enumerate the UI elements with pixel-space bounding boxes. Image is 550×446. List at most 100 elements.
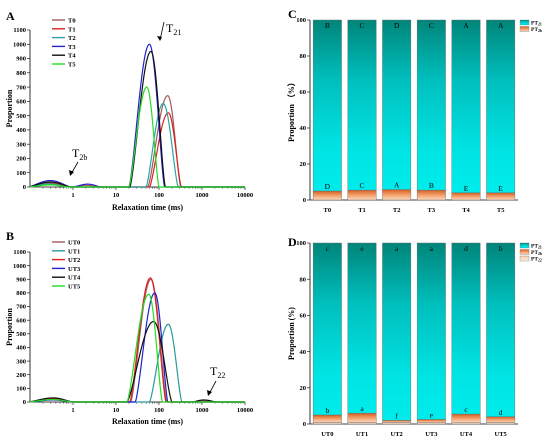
x-tick-label: UT4 [460, 431, 473, 438]
legend-label: T0 [68, 18, 76, 25]
annotation-t22: T22 [207, 364, 225, 396]
y-tick-label: 20 [300, 385, 307, 392]
panel-letter-a: A [6, 9, 15, 23]
y-tick-label: 0 [303, 421, 306, 428]
y-tick-label: 60 [300, 313, 307, 320]
chart-panel-a: 0 100 200 300 400 500 600 700 800 900 1000 1100 1 10 1… [5, 18, 253, 213]
significance-letter: E [464, 184, 469, 193]
y-tick-label: 800 [16, 290, 26, 297]
bar-segment-pt22 [486, 422, 516, 425]
bar-segment-pt2b [382, 189, 412, 201]
bar-segment-pt2b [347, 412, 377, 423]
y-tick-label: 0 [303, 197, 306, 204]
bar-segment-pt21 [451, 242, 481, 415]
series-line-ut5 [29, 293, 246, 403]
significance-letter: b [499, 244, 503, 253]
x-tick-label: 10 [113, 407, 120, 414]
y-tick-label: 200 [16, 372, 26, 379]
panel-letter-b: B [6, 229, 14, 243]
legend-label: PT21 [531, 21, 542, 27]
bar-segment-pt2b [486, 416, 516, 423]
chart-panel-b: 0 100 200 300 400 500 600 700 800 900 1000 1100 1 10 1… [5, 240, 253, 427]
x-tick-label: 1000 [196, 192, 209, 199]
y-axis-title: Proportion （%） [286, 78, 296, 142]
legend-label: T1 [68, 26, 76, 33]
series-line-t5 [29, 86, 246, 188]
bar-segment-pt21 [347, 242, 377, 414]
y-tick-label: 900 [16, 276, 26, 283]
bar-segment-pt2b [451, 413, 481, 423]
significance-letter: C [429, 21, 434, 30]
series-line-t3 [29, 43, 246, 188]
bar-segment-pt22 [382, 422, 412, 425]
significance-letter: D [394, 21, 400, 30]
legend-label: UT4 [68, 275, 81, 282]
y-tick-label: 900 [16, 56, 26, 63]
legend-label: UT3 [68, 266, 81, 273]
x-tick-label: T4 [462, 207, 470, 214]
y-tick-label: 40 [300, 349, 307, 356]
legend-label: T3 [68, 44, 76, 51]
x-tick-label: 100 [154, 407, 164, 414]
y-tick-label: 0 [23, 184, 26, 191]
significance-letter: b [325, 406, 329, 415]
y-tick-label: 80 [300, 53, 307, 60]
y-tick-label: 500 [16, 331, 26, 338]
significance-letter: C [359, 181, 364, 190]
legend-label: PT21 [531, 244, 542, 250]
bar-segment-pt21 [382, 242, 412, 421]
significance-letter: a [430, 244, 434, 253]
chart-panel-d: 0 20 40 60 80 100 Proportion (%) c b UT0 e a UT1 a f UT… [287, 240, 542, 438]
significance-letter: d [464, 244, 468, 253]
bar-segment-pt22 [312, 422, 342, 425]
y-tick-label: 300 [16, 358, 26, 365]
x-tick-label: UT1 [356, 431, 368, 438]
bar-segment-pt21 [312, 19, 342, 192]
bar-segment-pt21 [486, 19, 516, 194]
legend-label: UT1 [68, 248, 80, 255]
y-tick-label: 1100 [13, 27, 26, 34]
legend-swatch [519, 242, 530, 249]
series-line-t0 [29, 95, 246, 188]
legend-label-sub: 22 [538, 259, 542, 263]
significance-letter: C [359, 21, 364, 30]
legend-label: T5 [68, 62, 76, 69]
x-tick-label: 10000 [237, 407, 253, 414]
y-tick-label: 100 [296, 17, 306, 24]
y-tick-label: 400 [16, 345, 26, 352]
annotation-t2b: T2b [69, 146, 87, 176]
y-axis-title: Proportion [5, 308, 14, 346]
significance-letter: A [394, 181, 400, 190]
y-tick-label: 20 [300, 161, 307, 168]
x-tick-label: UT2 [391, 431, 403, 438]
y-tick-label: 1100 [13, 249, 26, 256]
y-tick-label: 600 [16, 317, 26, 324]
y-tick-label: 200 [16, 156, 26, 163]
significance-letter: c [464, 405, 468, 414]
bar-segment-pt2b [312, 190, 342, 201]
bar-segment-pt21 [312, 242, 342, 416]
svg-text:T2b: T2b [72, 146, 87, 162]
bar-segment-pt21 [347, 19, 377, 191]
significance-letter: a [395, 244, 399, 253]
y-axis-title: Proportion [5, 89, 14, 127]
svg-text:T22: T22 [210, 364, 225, 380]
bar-segment-pt21 [416, 19, 446, 191]
legend-label-sub: 2b [538, 252, 542, 256]
legend-swatch [519, 19, 530, 26]
significance-letter: E [498, 184, 503, 193]
significance-letter: c [326, 244, 330, 253]
bar-segment-pt2b [451, 192, 481, 201]
x-tick-label: T2 [393, 207, 401, 214]
legend-label-sub: 2b [538, 29, 542, 33]
x-tick-label: T1 [358, 207, 366, 214]
x-tick-label: 100 [154, 192, 164, 199]
y-tick-label: 40 [300, 125, 307, 132]
x-tick-label: UT0 [321, 431, 333, 438]
x-tick-label: T5 [497, 207, 505, 214]
y-tick-label: 60 [300, 89, 307, 96]
x-tick-label: 10000 [237, 192, 253, 199]
legend-label: UT2 [68, 257, 80, 264]
panel-letter-c: C [288, 7, 297, 21]
